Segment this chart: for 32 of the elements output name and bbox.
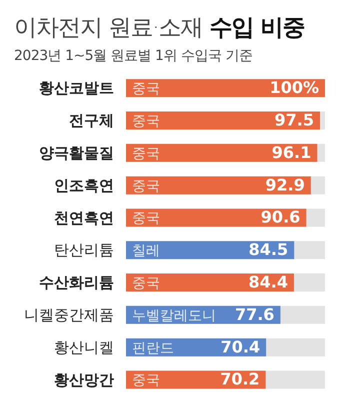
y-tick-label: 인조흑연 [54, 176, 114, 194]
text: 중국 [132, 276, 160, 292]
y-tick-label: 천연흑연 [54, 208, 114, 227]
data-label: 97.5 [274, 110, 314, 130]
chart-title: 이차전지 원료·소재 수입 비중 [14, 15, 305, 41]
data-label: 77.6 [234, 304, 274, 324]
y-tick-label: 니켈중간제품 [24, 306, 114, 324]
chart-subtitle: 2023년 1~5월 원료별 1위 수입국 기준 [14, 47, 252, 65]
series-label: 핀란드 [132, 340, 174, 356]
text: 중국 [132, 146, 160, 162]
y-tick-label: 황산망간 [54, 370, 114, 389]
data-label: 70.4 [220, 337, 260, 356]
series-label: 중국 [132, 81, 160, 98]
text: 중국 [132, 372, 160, 389]
data-label: 96.1 [272, 142, 312, 162]
data-label: 90.6 [260, 208, 300, 227]
text: 중국 [132, 178, 160, 194]
y-tick-label: 양극활물질 [39, 144, 114, 162]
y-tick-label: 수산화리튬 [39, 274, 114, 292]
text: 중국 [132, 210, 160, 227]
data-label: 100% [270, 78, 319, 98]
data-label: 70.2 [220, 370, 260, 389]
y-tick-label: 탄산리튬 [54, 241, 114, 260]
data-label: 92.9 [265, 175, 305, 194]
y-tick-label: 황산코발트 [39, 79, 114, 98]
data-label: 84.4 [248, 272, 288, 292]
series-label: 칠레 [132, 243, 160, 260]
y-tick-label: 전구체 [69, 112, 114, 130]
data-label: 84.5 [248, 240, 288, 260]
y-tick-label: 황산니켈 [54, 338, 114, 356]
series-label: 누벨칼레도니 [132, 308, 216, 324]
text: 중국 [132, 114, 160, 130]
